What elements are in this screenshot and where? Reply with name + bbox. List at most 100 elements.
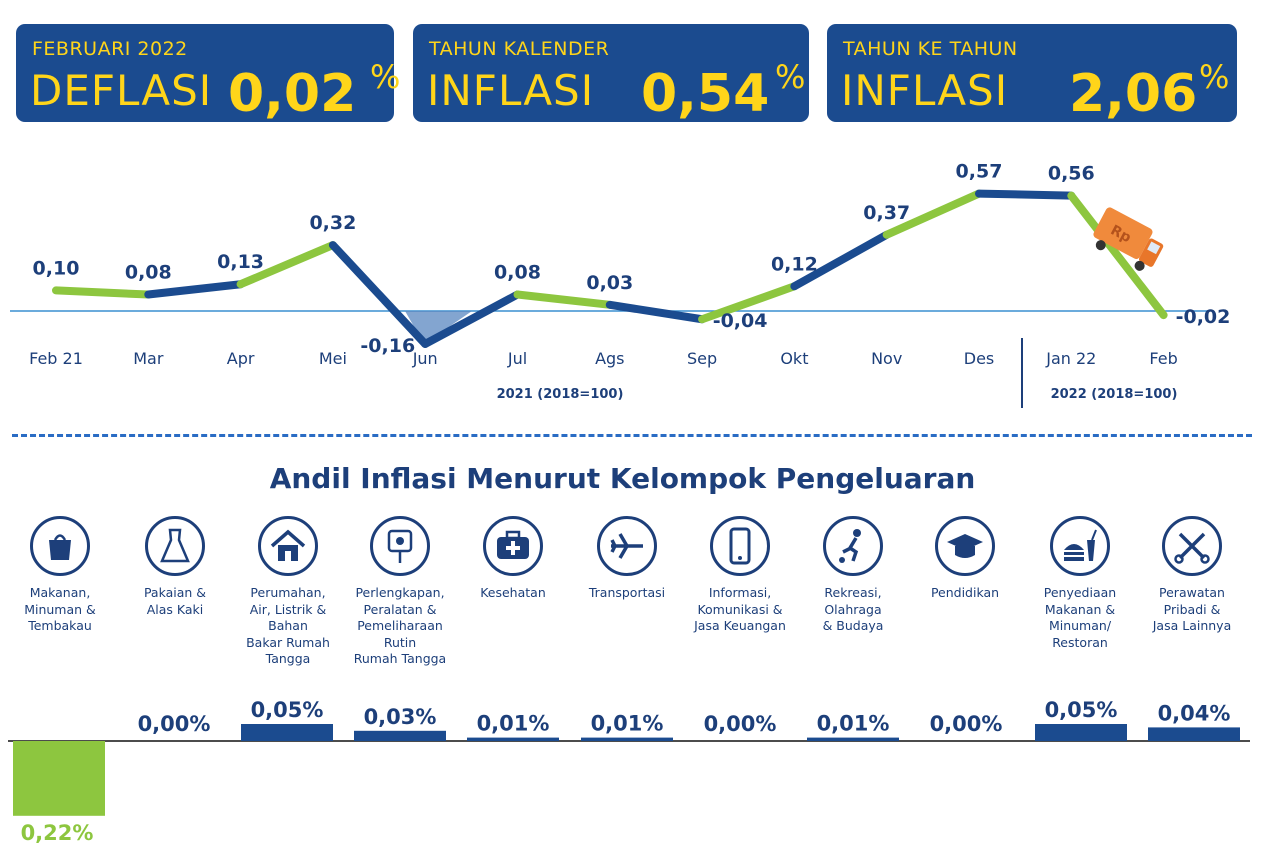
year-on-year-percent-sign: % xyxy=(1199,58,1230,96)
category-label-line: Penyediaan xyxy=(1043,585,1117,600)
line-segment xyxy=(52,286,153,299)
contribution-bar xyxy=(467,737,559,741)
monthly-period-label: FEBRUARI 2022 xyxy=(32,38,188,60)
month-tick-label: Okt xyxy=(780,349,808,368)
category-label-line: Peralatan & xyxy=(363,601,437,617)
category-label-line: & Budaya xyxy=(822,618,884,633)
line-value-label: 0,12 xyxy=(771,253,818,275)
month-tick-label: Jan 22 xyxy=(1045,349,1096,368)
category-label-line: Bakar Rumah xyxy=(246,634,330,650)
dress-icon xyxy=(145,516,205,576)
bar-value-label: 0,01% xyxy=(817,712,890,736)
month-tick-label: Nov xyxy=(871,349,902,368)
month-tick-label: Apr xyxy=(227,349,255,368)
bar-value-label: 0,00% xyxy=(930,712,1003,736)
bar-value-label: 0,05% xyxy=(251,698,324,722)
category-label: Pendidikan xyxy=(909,585,1021,602)
category-label: Informasi, Komunikasi & Jasa Keuangan xyxy=(684,585,796,635)
line-value-label: -0,04 xyxy=(713,310,768,332)
category-label-line: Makanan & xyxy=(1044,601,1116,617)
category-label: Perawatan Pribadi & Jasa Lainnya xyxy=(1136,585,1248,635)
category-label-line: Transportasi xyxy=(588,585,666,600)
category-label-line: Perawatan xyxy=(1159,585,1225,600)
month-tick-label: Jun xyxy=(412,349,438,368)
monthly-type-label: DEFLASI xyxy=(30,66,213,115)
category-label-line: Olahraga xyxy=(824,601,882,617)
line-value-label: -0,02 xyxy=(1176,306,1231,328)
bar-value-label: 0,03% xyxy=(364,705,437,729)
year-on-year-value: 2,06 xyxy=(1069,64,1198,124)
bar-value-label: 0,00% xyxy=(138,712,211,736)
year-on-year-type-label: INFLASI xyxy=(841,66,1009,115)
line-segment xyxy=(975,189,1076,200)
contribution-bar xyxy=(13,741,105,816)
month-tick-label: Feb 21 xyxy=(29,349,83,368)
line-segment xyxy=(328,241,430,348)
category-label: Penyediaan Makanan & Minuman/Restoran xyxy=(1024,585,1136,651)
medical-kit-icon xyxy=(483,516,543,576)
line-value-label: 0,10 xyxy=(33,257,80,279)
category-label-line: Kesehatan xyxy=(480,585,546,600)
line-segment xyxy=(421,290,522,348)
calendar-year-inflation-box: TAHUN KALENDER INFLASI 0,54 % xyxy=(413,24,809,124)
contribution-bar xyxy=(581,737,673,741)
category-label: Makanan, Minuman & Tembakau xyxy=(4,585,116,635)
category-label-line: Minuman/ xyxy=(1048,618,1112,633)
category-label-line: Air, Listrik & xyxy=(249,601,327,617)
category-label-line: Perlengkapan, xyxy=(355,585,445,600)
category-label: Rekreasi, Olahraga & Budaya xyxy=(797,585,909,635)
line-segment xyxy=(790,230,891,291)
smartphone-icon xyxy=(710,516,770,576)
month-tick-label: Mei xyxy=(319,349,347,368)
month-tick-label: Des xyxy=(964,349,995,368)
calendar-year-period-label: TAHUN KALENDER xyxy=(429,38,610,60)
bar-value-label: 0,04% xyxy=(1158,701,1231,725)
category-label-line: Jasa Keuangan xyxy=(694,618,786,633)
category-label: Perlengkapan, Peralatan & Pemeliharaan Ruti… xyxy=(344,585,456,668)
line-segment xyxy=(144,280,245,299)
line-segment xyxy=(513,290,614,309)
month-tick-label: Jul xyxy=(507,349,527,368)
graduation-cap-icon xyxy=(935,516,995,576)
grocery-bag-icon xyxy=(30,516,90,576)
category-label-line: Rumah Tangga xyxy=(353,651,447,666)
category-label-line: Restoran xyxy=(1052,634,1108,650)
category-label-line: Komunikasi & xyxy=(697,601,783,617)
year-on-year-inflation-box: TAHUN KE TAHUN INFLASI 2,06 % xyxy=(827,24,1237,124)
line-segment xyxy=(882,189,983,239)
category-label-line: Alas Kaki xyxy=(146,601,204,617)
contribution-bar xyxy=(1148,727,1240,741)
burger-drink-icon xyxy=(1050,516,1110,576)
line-segment xyxy=(236,241,337,289)
bar-value-label: 0,01% xyxy=(477,712,550,736)
year-on-year-period-label: TAHUN KE TAHUN xyxy=(843,38,1018,60)
bar-value-label: 0,05% xyxy=(1045,698,1118,722)
bar-value-label: 0,00% xyxy=(704,712,777,736)
contribution-bar xyxy=(807,737,899,741)
calendar-year-value: 0,54 xyxy=(641,64,770,124)
football-player-icon xyxy=(823,516,883,576)
line-value-label: 0,03 xyxy=(586,272,633,294)
line-value-label: 0,08 xyxy=(494,262,541,284)
line-value-label: 0,08 xyxy=(125,262,172,284)
category-label-line: Makanan, xyxy=(29,585,91,600)
category-label-line: Pemeliharaan xyxy=(357,618,443,633)
contribution-bar xyxy=(241,724,333,741)
calendar-year-percent-sign: % xyxy=(775,58,806,96)
month-tick-label: Ags xyxy=(595,349,624,368)
bar-value-label: 0,22% xyxy=(21,821,94,845)
category-label-line: Tembakau xyxy=(28,618,92,633)
bar-value-label: 0,01% xyxy=(591,712,664,736)
line-value-label: 0,13 xyxy=(217,251,264,273)
category-label-line: Rekreasi, xyxy=(824,585,882,600)
category-label-line: Informasi, xyxy=(708,585,772,600)
month-tick-label: Sep xyxy=(687,349,717,368)
delivery-truck-icon: Rp xyxy=(1093,207,1164,271)
category-label: Perumahan, Air, Listrik & Bahan Bakar Rumah… xyxy=(232,585,344,668)
scissors-comb-icon xyxy=(1162,516,1222,576)
line-segment xyxy=(605,300,707,324)
category-label-line: Rutin xyxy=(383,634,417,650)
monthly-inflation-line-chart: 0,10 0,08 0,13 0,32 -0,16 0,08 0,03 -0,04 0,12 0,… xyxy=(10,161,1231,408)
line-segment xyxy=(1067,191,1168,320)
month-tick-label: Feb xyxy=(1149,349,1177,368)
